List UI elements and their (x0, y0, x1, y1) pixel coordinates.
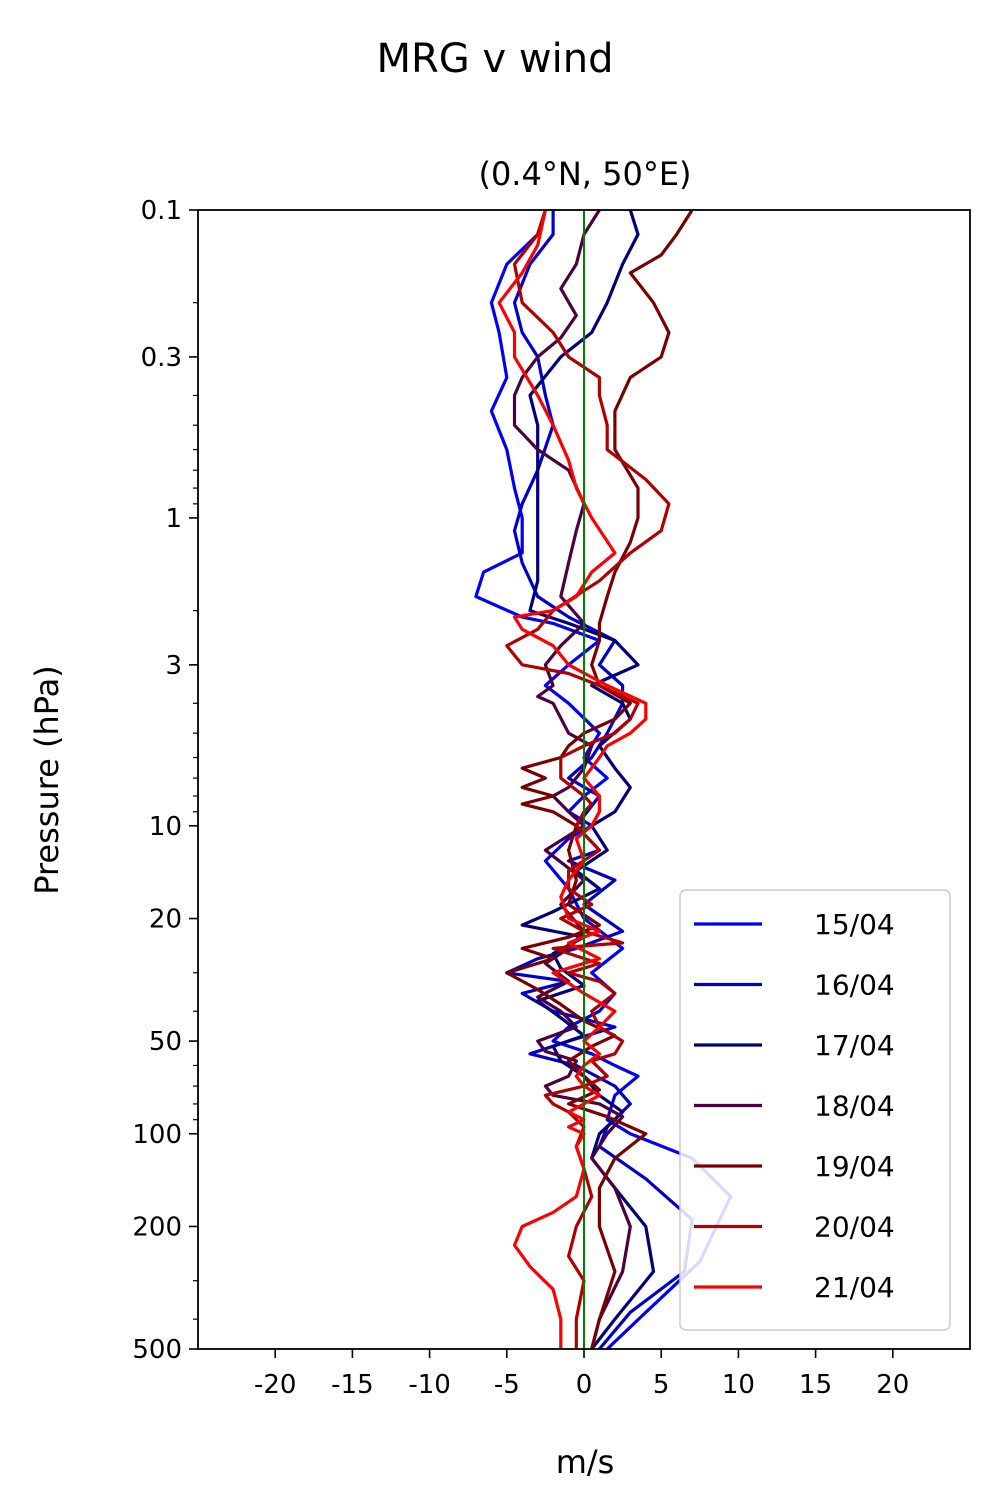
y-tick-label: 200 (132, 1212, 182, 1242)
y-tick-label: 500 (132, 1335, 182, 1365)
legend-label-7: 21/04 (814, 1271, 895, 1304)
legend-label-6: 20/04 (814, 1211, 895, 1244)
legend-label-2: 16/04 (814, 969, 895, 1002)
legend-label-1: 15/04 (814, 908, 895, 941)
legend-label-3: 17/04 (814, 1029, 895, 1062)
y-tick-label: 3 (165, 651, 182, 681)
y-axis-label: Pressure (hPa) (28, 665, 66, 895)
x-axis-label: m/s (556, 1443, 615, 1481)
legend-label-4: 18/04 (814, 1090, 895, 1123)
series-line-3 (520, 210, 656, 1349)
plot-area: -20 -15 -10 -5 0 5 10 15 20 0.1 0.3 1 3 10 20 50 100 200 5… (132, 196, 971, 1400)
series-line-1 (474, 210, 733, 1349)
x-tick-label: -10 (408, 1370, 450, 1400)
series-line-5 (505, 210, 694, 1349)
x-tick-label: -5 (494, 1370, 520, 1400)
y-tick-label: 0.3 (141, 343, 182, 373)
series-line-4 (512, 210, 632, 1349)
x-tick-label: 5 (653, 1370, 670, 1400)
y-tick-label: 10 (149, 812, 182, 842)
x-tick-label: 20 (876, 1370, 909, 1400)
x-tick-label: 15 (799, 1370, 832, 1400)
y-tick-label: 1 (165, 504, 182, 534)
legend-label-5: 19/04 (814, 1150, 895, 1183)
x-tick-label: 10 (722, 1370, 755, 1400)
legend: 15/04 16/04 17/04 18/04 19/04 20/04 21/04 (679, 889, 951, 1331)
y-tick-label: 0.1 (141, 196, 182, 226)
axes-title: (0.4°N, 50°E) (478, 155, 691, 193)
y-tick-label: 20 (149, 905, 182, 935)
series-line-7 (497, 210, 648, 1349)
x-tick-label: -15 (331, 1370, 373, 1400)
series-line-6 (505, 210, 671, 1349)
x-tick-label: 0 (576, 1370, 593, 1400)
y-tick-label: 100 (132, 1120, 182, 1150)
legend-box (679, 889, 951, 1331)
series-group (474, 210, 733, 1349)
y-tick-label: 50 (149, 1027, 182, 1057)
figure-suptitle: MRG v wind (377, 36, 614, 82)
x-tick-label: -20 (254, 1370, 296, 1400)
